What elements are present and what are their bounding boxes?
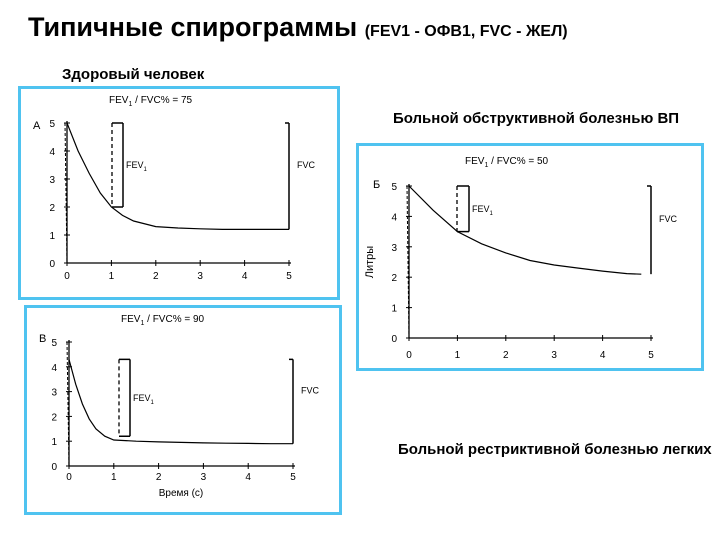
y-tick-label: 1 [49,231,55,242]
spirogram-panel-obstructive: Б FEV1 / FVC% = 50 0 1 2 3 4 5 0 1 2 3 4 5 Литры FEV1 FV… [356,143,704,371]
x-tick-label: 0 [406,350,412,361]
x-tick-label: 4 [245,472,251,483]
spirogram-curve [68,359,293,445]
caption-restrictive: Больной рестриктивной болезнью легких [398,441,712,458]
spirogram-curve [408,185,642,275]
y-tick-label: 1 [51,437,57,448]
y-tick-label: 5 [51,338,57,349]
x-tick-label: 4 [600,350,606,361]
x-tick-label: 5 [286,271,292,282]
spirogram-chart-healthy: А FEV1 / FVC% = 75 0 1 2 3 4 5 0 1 2 3 4 5 FEV1 FVC [33,95,316,282]
x-tick-label: 5 [290,472,296,483]
y-tick-label: 3 [49,175,55,186]
y-tick-label: 3 [391,243,397,254]
y-tick-label: 5 [391,182,397,193]
y-tick-label: 2 [49,203,55,214]
y-tick-label: 0 [391,334,397,345]
ratio-title: FEV1 / FVC% = 50 [465,156,549,169]
y-tick-label: 4 [391,212,397,223]
fvc-label: FVC [297,160,316,170]
caption-obstructive: Больной обструктивной болезнью ВП [392,110,680,127]
fev1-label: FEV1 [133,393,155,406]
y-axis-dashed [64,122,68,264]
y-tick-label: 2 [51,412,57,423]
spirogram-panel-healthy: А FEV1 / FVC% = 75 0 1 2 3 4 5 0 1 2 3 4 5 FEV1 FVC [18,86,340,300]
x-tick-label: 4 [242,271,248,282]
y-axis-dashed [406,185,410,339]
x-tick-label: 3 [197,271,203,282]
x-tick-label: 2 [156,472,162,483]
y-tick-label: 4 [49,147,55,158]
y-axis-dashed [66,341,70,467]
x-tick-label: 1 [455,350,461,361]
spirogram-chart-restrictive: В FEV1 / FVC% = 90 0 1 2 3 4 5 0 1 2 3 4 5 Время (с) FE… [39,314,320,499]
panel-letter: А [33,120,41,132]
spirogram-curve [66,122,289,230]
ratio-title: FEV1 / FVC% = 90 [121,314,205,327]
y-tick-label: 4 [51,363,57,374]
panel-letter: В [39,333,46,345]
y-tick-label: 5 [49,119,55,130]
x-tick-label: 2 [153,271,159,282]
fvc-label: FVC [659,214,678,224]
fev1-label: FEV1 [126,160,148,173]
x-tick-label: 2 [503,350,509,361]
fev1-label: FEV1 [472,204,494,217]
x-tick-label: 0 [64,271,70,282]
ratio-title: FEV1 / FVC% = 75 [109,95,193,108]
fvc-label: FVC [301,386,320,396]
caption-healthy: Здоровый человек [62,66,205,83]
x-tick-label: 1 [109,271,115,282]
x-tick-label: 5 [648,350,654,361]
y-tick-label: 1 [391,304,397,315]
x-axis-label: Время (с) [159,488,204,499]
slide-title-main: Типичные спирограммы [28,12,358,42]
spirogram-chart-obstructive: Б FEV1 / FVC% = 50 0 1 2 3 4 5 0 1 2 3 4 5 Литры FEV1 FV… [364,156,678,361]
y-tick-label: 0 [49,259,55,270]
y-tick-label: 3 [51,388,57,399]
slide-title-suffix: (FEV1 - ОФВ1, FVC - ЖЕЛ) [364,23,568,40]
slide-title: Типичные спирограммы (FEV1 - ОФВ1, FVC -… [28,12,568,43]
y-tick-label: 0 [51,462,57,473]
x-tick-label: 0 [66,472,72,483]
spirogram-panel-restrictive: В FEV1 / FVC% = 90 0 1 2 3 4 5 0 1 2 3 4 5 Время (с) FE… [24,305,342,515]
y-tick-label: 2 [391,273,397,284]
y-axis-label: Литры [364,246,376,279]
x-tick-label: 3 [201,472,207,483]
x-tick-label: 3 [551,350,557,361]
panel-letter: Б [373,179,380,191]
x-tick-label: 1 [111,472,117,483]
